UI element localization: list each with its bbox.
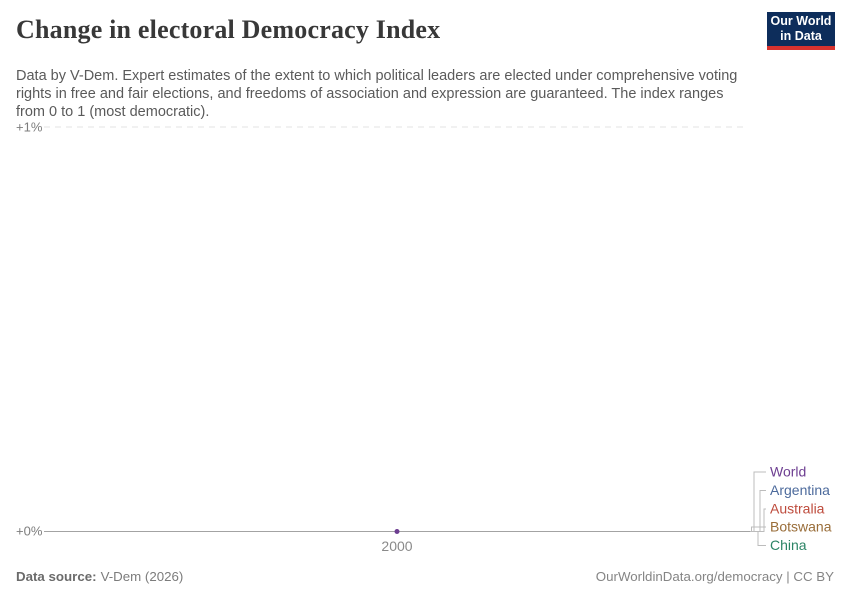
owid-logo-line1: Our World	[770, 14, 832, 28]
legend-label-australia[interactable]: Australia	[770, 501, 825, 517]
page-title: Change in electoral Democracy Index	[16, 15, 441, 44]
legend-label-world[interactable]: World	[770, 464, 806, 480]
y-axis-tick-top: +1%	[16, 120, 43, 135]
credit-link[interactable]: OurWorldinData.org/democracy | CC BY	[595, 569, 834, 584]
legend-label-botswana[interactable]: Botswana	[770, 519, 832, 535]
data-point-marker-2000[interactable]	[394, 529, 400, 534]
owid-logo[interactable]: Our World in Data	[767, 12, 835, 50]
data-source: Data source: V-Dem (2026)	[16, 569, 183, 584]
chart-subtitle: Data by V-Dem. Expert estimates of the e…	[16, 67, 738, 121]
owid-logo-line2: in Data	[780, 29, 822, 43]
series-legend: World Argentina Australia Botswana China	[770, 464, 832, 554]
legend-label-china[interactable]: China	[770, 537, 807, 553]
chart-footer: Data source: V-Dem (2026) OurWorldinData.…	[16, 569, 834, 584]
legend-connector-lines	[750, 471, 766, 546]
legend-label-argentina[interactable]: Argentina	[770, 482, 830, 498]
y-axis-tick-bottom: +0%	[16, 524, 43, 539]
connector-china	[750, 531, 766, 546]
x-axis-tick-2000: 2000	[381, 538, 412, 554]
data-source-label: Data source:	[16, 569, 97, 584]
data-source-value[interactable]: V-Dem (2026)	[100, 569, 184, 584]
connector-australia	[750, 508, 766, 532]
